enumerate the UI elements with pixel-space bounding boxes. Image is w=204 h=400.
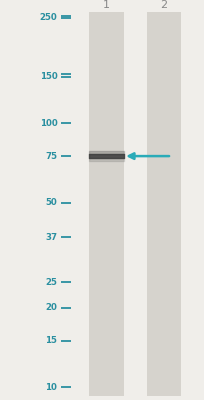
Text: 10: 10 — [45, 383, 57, 392]
Text: 1: 1 — [103, 0, 110, 10]
Text: 150: 150 — [39, 72, 57, 81]
Text: 250: 250 — [39, 14, 57, 22]
Text: 100: 100 — [39, 118, 57, 128]
Text: 75: 75 — [45, 152, 57, 160]
Text: 15: 15 — [45, 336, 57, 345]
Text: 25: 25 — [45, 278, 57, 287]
Bar — [146, 12, 181, 396]
Text: 20: 20 — [45, 303, 57, 312]
Text: 37: 37 — [45, 233, 57, 242]
Text: 50: 50 — [45, 198, 57, 207]
Text: 2: 2 — [160, 0, 167, 10]
Bar — [89, 12, 123, 396]
